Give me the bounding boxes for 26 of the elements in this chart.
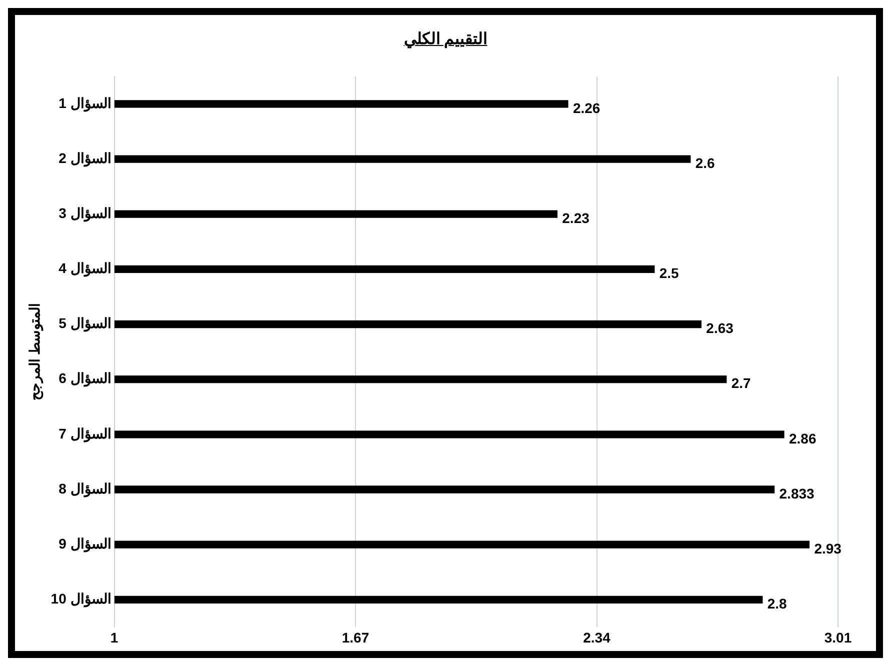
x-tick-label: 3.01 [824, 629, 852, 646]
data-label: 2.8 [767, 596, 788, 612]
data-label: 2.63 [706, 320, 734, 336]
y-tick-label: السؤال 4 [58, 260, 112, 278]
y-tick-label: السؤال 2 [58, 150, 112, 167]
x-tick-label: 1 [110, 629, 118, 646]
y-tick-label: السؤال 10 [50, 590, 112, 608]
y-tick-label: السؤال 5 [58, 315, 112, 332]
y-tick-label: السؤال 6 [58, 370, 112, 388]
y-tick-label: السؤال 1 [58, 94, 112, 112]
data-label: 2.26 [572, 100, 600, 116]
data-label: 2.5 [659, 265, 680, 282]
y-axis-title: المتوسط المرجح [26, 302, 44, 401]
chart-title: التقييم الكلي [402, 30, 488, 50]
data-label: 2.833 [779, 485, 815, 502]
data-label: 2.7 [731, 375, 752, 392]
y-tick-label: السؤال 9 [58, 535, 112, 552]
x-tick-label: 2.34 [583, 629, 611, 646]
x-tick-label: 1.67 [342, 629, 370, 646]
data-label: 2.6 [695, 154, 716, 171]
data-label: 2.93 [814, 540, 842, 556]
y-tick-label: السؤال 7 [58, 425, 112, 442]
y-tick-label: السؤال 3 [58, 204, 112, 222]
y-tick-label: السؤال 8 [58, 480, 112, 498]
data-label: 2.23 [562, 210, 590, 226]
data-label: 2.86 [788, 430, 816, 446]
